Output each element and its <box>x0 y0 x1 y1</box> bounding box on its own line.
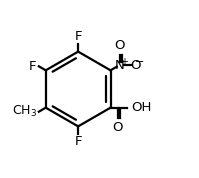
Text: F: F <box>74 30 82 43</box>
Text: OH: OH <box>131 101 151 114</box>
Text: CH$_3$: CH$_3$ <box>12 104 37 119</box>
Text: −: − <box>135 57 144 67</box>
Text: O: O <box>112 121 123 134</box>
Text: F: F <box>29 60 36 73</box>
Text: O: O <box>115 39 125 52</box>
Text: N: N <box>115 59 125 72</box>
Text: O: O <box>130 59 140 72</box>
Text: F: F <box>74 135 82 148</box>
Text: +: + <box>120 57 128 67</box>
